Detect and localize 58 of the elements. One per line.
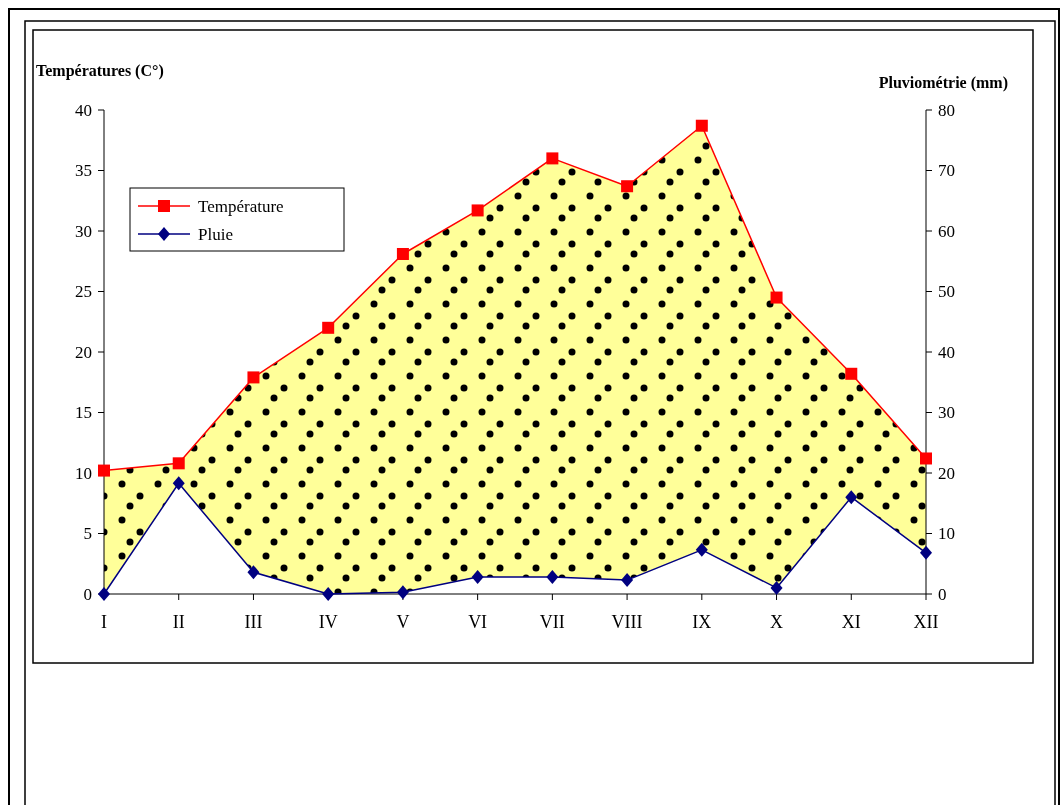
y-tick-label: 30 (75, 221, 92, 241)
y-tick-label: 35 (75, 161, 92, 181)
y2-tick-label: 0 (938, 584, 947, 604)
point (471, 204, 484, 217)
y2-tick-label: 20 (938, 463, 955, 483)
point (98, 464, 110, 477)
x-tick-label: VII (539, 612, 565, 632)
y-tick-label: 10 (75, 463, 92, 483)
point (845, 490, 858, 505)
x-tick-label: IV (318, 612, 338, 632)
y-tick-label: 5 (83, 524, 92, 544)
point (546, 570, 559, 585)
point (247, 371, 260, 384)
y2-tick-label: 70 (938, 161, 955, 181)
legend-label: Température (198, 196, 284, 216)
y2-tick-label: 80 (938, 100, 955, 120)
y-tick-label: 20 (75, 342, 92, 362)
point (845, 367, 858, 380)
point (695, 119, 708, 132)
y-tick-label: 0 (83, 584, 92, 604)
x-tick-label: II (172, 612, 185, 632)
point (621, 180, 634, 193)
y2-tick-label: 30 (938, 403, 955, 423)
y-tick-label: 15 (75, 403, 92, 423)
x-tick-label: XII (913, 612, 939, 632)
point (471, 570, 484, 585)
x-tick-label: V (396, 612, 410, 632)
y2-axis-title: Pluviométrie (mm) (878, 74, 1008, 92)
point (770, 291, 783, 304)
point (172, 457, 185, 470)
point (920, 452, 932, 465)
point (396, 247, 409, 260)
point (322, 321, 335, 334)
x-tick-label: IX (692, 612, 712, 632)
point (322, 587, 335, 601)
y-axis-title: Températures (C°) (36, 62, 164, 80)
x-tick-label: III (244, 612, 263, 632)
y-tick-label: 40 (75, 100, 92, 120)
point (247, 565, 260, 580)
y-tick-label: 25 (75, 282, 92, 302)
x-tick-label: I (101, 612, 107, 632)
x-tick-label: VI (468, 612, 488, 632)
x-tick-label: VIII (611, 612, 643, 632)
y2-tick-label: 60 (938, 221, 955, 241)
point (98, 587, 110, 601)
y2-tick-label: 10 (938, 524, 955, 544)
point (396, 585, 409, 600)
x-tick-label: XI (841, 612, 861, 632)
legend-label: Pluie (198, 224, 233, 244)
point (172, 476, 185, 491)
point (920, 545, 932, 560)
point (695, 542, 708, 557)
point (621, 573, 634, 588)
x-tick-label: X (770, 612, 784, 632)
y2-tick-label: 40 (938, 342, 955, 362)
y2-tick-label: 50 (938, 282, 955, 302)
point (546, 152, 559, 165)
point (770, 580, 783, 595)
